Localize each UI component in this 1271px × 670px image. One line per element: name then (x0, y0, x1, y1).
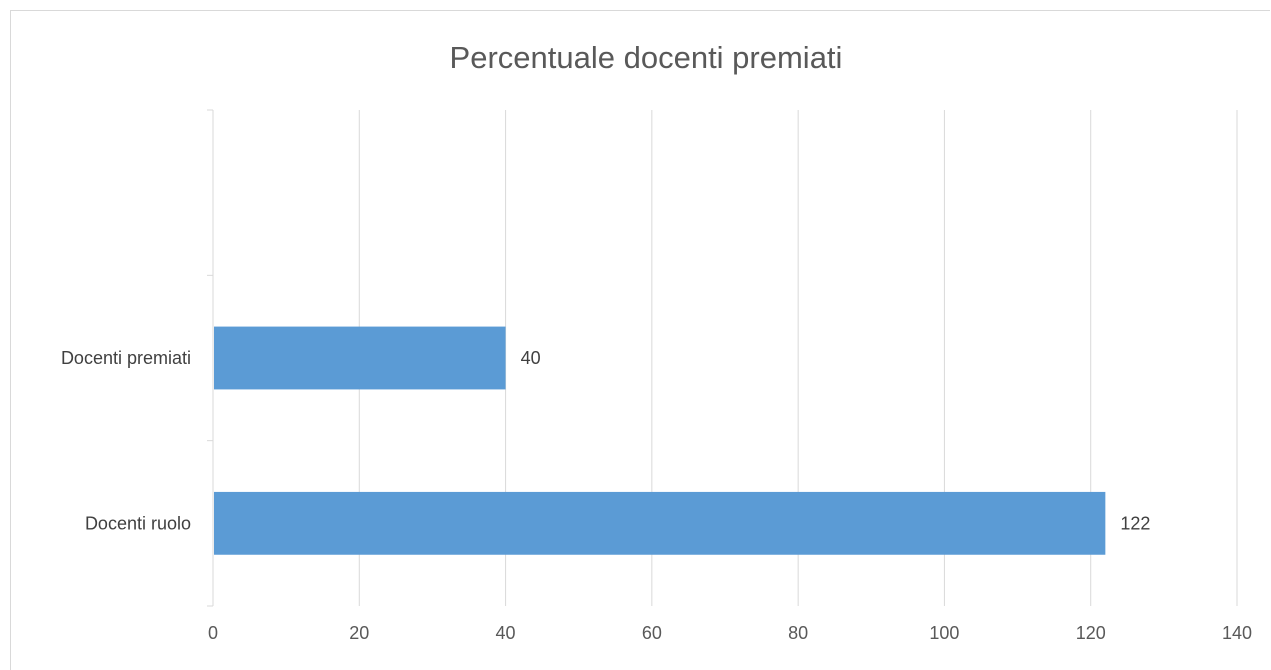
category-labels: Docenti premiati Docenti ruolo (61, 348, 191, 533)
x-tick-label: 0 (208, 623, 218, 643)
chart-title: Percentuale docenti premiati (450, 40, 843, 75)
bar (214, 491, 1106, 555)
x-tick-label: 100 (929, 623, 959, 643)
x-tick-label: 140 (1222, 623, 1252, 643)
x-axis-ticks: 0 20 40 60 80 100 120 140 (208, 623, 1252, 643)
category-axis (207, 109, 214, 607)
data-label: 122 (1120, 513, 1150, 533)
bar (214, 326, 506, 390)
chart-frame (10, 10, 1270, 670)
data-label: 40 (521, 348, 541, 368)
x-tick-label: 60 (642, 623, 662, 643)
x-tick-label: 40 (496, 623, 516, 643)
x-tick-label: 80 (788, 623, 808, 643)
category-label: Docenti ruolo (85, 513, 191, 533)
x-tick-label: 120 (1076, 623, 1106, 643)
bars (214, 326, 1106, 555)
data-labels: 40 122 (521, 348, 1151, 533)
x-tick-label: 20 (349, 623, 369, 643)
category-label: Docenti premiati (61, 348, 191, 368)
